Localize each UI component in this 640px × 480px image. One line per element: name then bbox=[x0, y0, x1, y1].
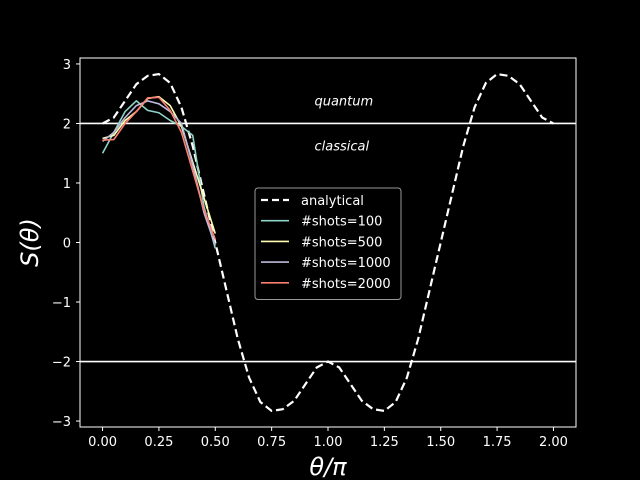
annotation-0: quantum bbox=[314, 95, 373, 110]
legend: analytical #shots=100 #shots=500 #shots=100… bbox=[254, 187, 402, 300]
series-line-3 bbox=[102, 100, 217, 246]
x-tick-label-3: 0.75 bbox=[257, 435, 286, 450]
y-tick-label-5: 2 bbox=[63, 117, 71, 132]
annotation-1: classical bbox=[314, 139, 369, 154]
x-axis-label: θ/π bbox=[309, 453, 347, 480]
legend-label-0: analytical bbox=[301, 194, 364, 209]
series-line-0 bbox=[102, 72, 554, 413]
legend-label-1: #shots=100 bbox=[301, 215, 382, 230]
y-tick-label-4: 1 bbox=[63, 177, 71, 192]
legend-label-4: #shots=2000 bbox=[301, 277, 391, 292]
x-tick-label-6: 1.50 bbox=[426, 435, 455, 450]
y-tick-label-6: 3 bbox=[63, 58, 71, 73]
x-tick-label-8: 2.00 bbox=[539, 435, 568, 450]
x-tick-label-1: 0.25 bbox=[144, 435, 173, 450]
x-tick-label-4: 1.00 bbox=[314, 435, 343, 450]
y-tick-label-0: −3 bbox=[52, 415, 71, 430]
legend-label-2: #shots=500 bbox=[301, 235, 382, 250]
x-tick-label-2: 0.50 bbox=[201, 435, 230, 450]
x-tick-label-0: 0.00 bbox=[88, 435, 117, 450]
y-axis-label: S(θ) bbox=[16, 218, 44, 267]
series-line-4 bbox=[102, 96, 217, 240]
series-line-1 bbox=[101, 100, 217, 249]
legend-box bbox=[254, 187, 402, 300]
axis-ticks: 0.00 0.25 0.50 0.75 1.00 1.25 1.50 1.75 2.00 −3 −2… bbox=[52, 58, 568, 450]
x-tick-label-7: 1.75 bbox=[483, 435, 512, 450]
series-layer bbox=[101, 72, 554, 413]
y-tick-label-3: 0 bbox=[63, 237, 71, 252]
x-tick-label-5: 1.25 bbox=[370, 435, 399, 450]
y-tick-label-2: −1 bbox=[52, 296, 71, 311]
legend-label-3: #shots=1000 bbox=[301, 256, 391, 271]
annotations: quantum classical bbox=[314, 95, 373, 155]
y-tick-label-1: −2 bbox=[52, 356, 71, 371]
